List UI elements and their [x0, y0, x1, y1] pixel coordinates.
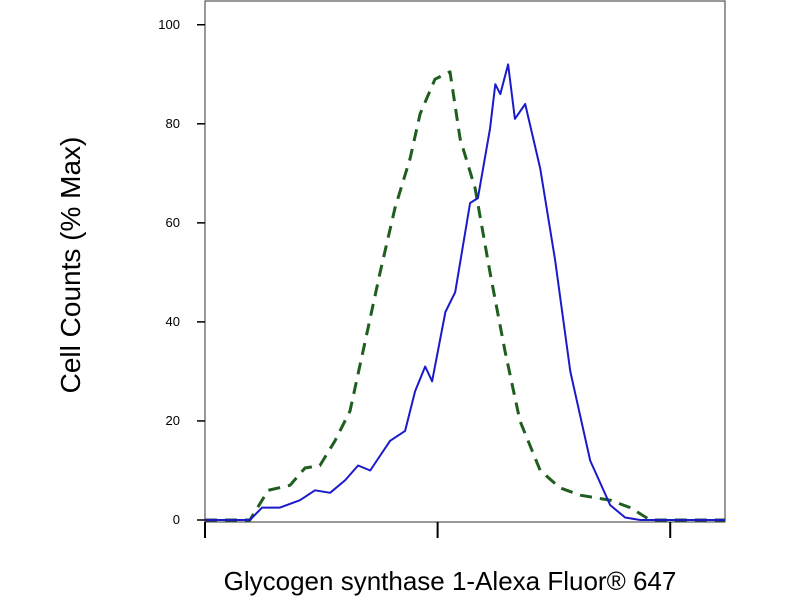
- y-tick-label: 40: [166, 314, 180, 329]
- y-axis-title: Cell Counts (% Max): [55, 137, 86, 394]
- histogram-line: [205, 63, 725, 521]
- y-tick-label: 80: [166, 116, 180, 131]
- y-tick-label: 100: [158, 17, 180, 32]
- y-tick-label: 20: [166, 413, 180, 428]
- histogram-line: [205, 70, 725, 522]
- plot-frame: [204, 0, 726, 523]
- y-tick-label: 60: [166, 215, 180, 230]
- y-tick-label: 0: [173, 512, 180, 527]
- x-axis-title: Glycogen synthase 1-Alexa Fluor® 647: [224, 566, 677, 596]
